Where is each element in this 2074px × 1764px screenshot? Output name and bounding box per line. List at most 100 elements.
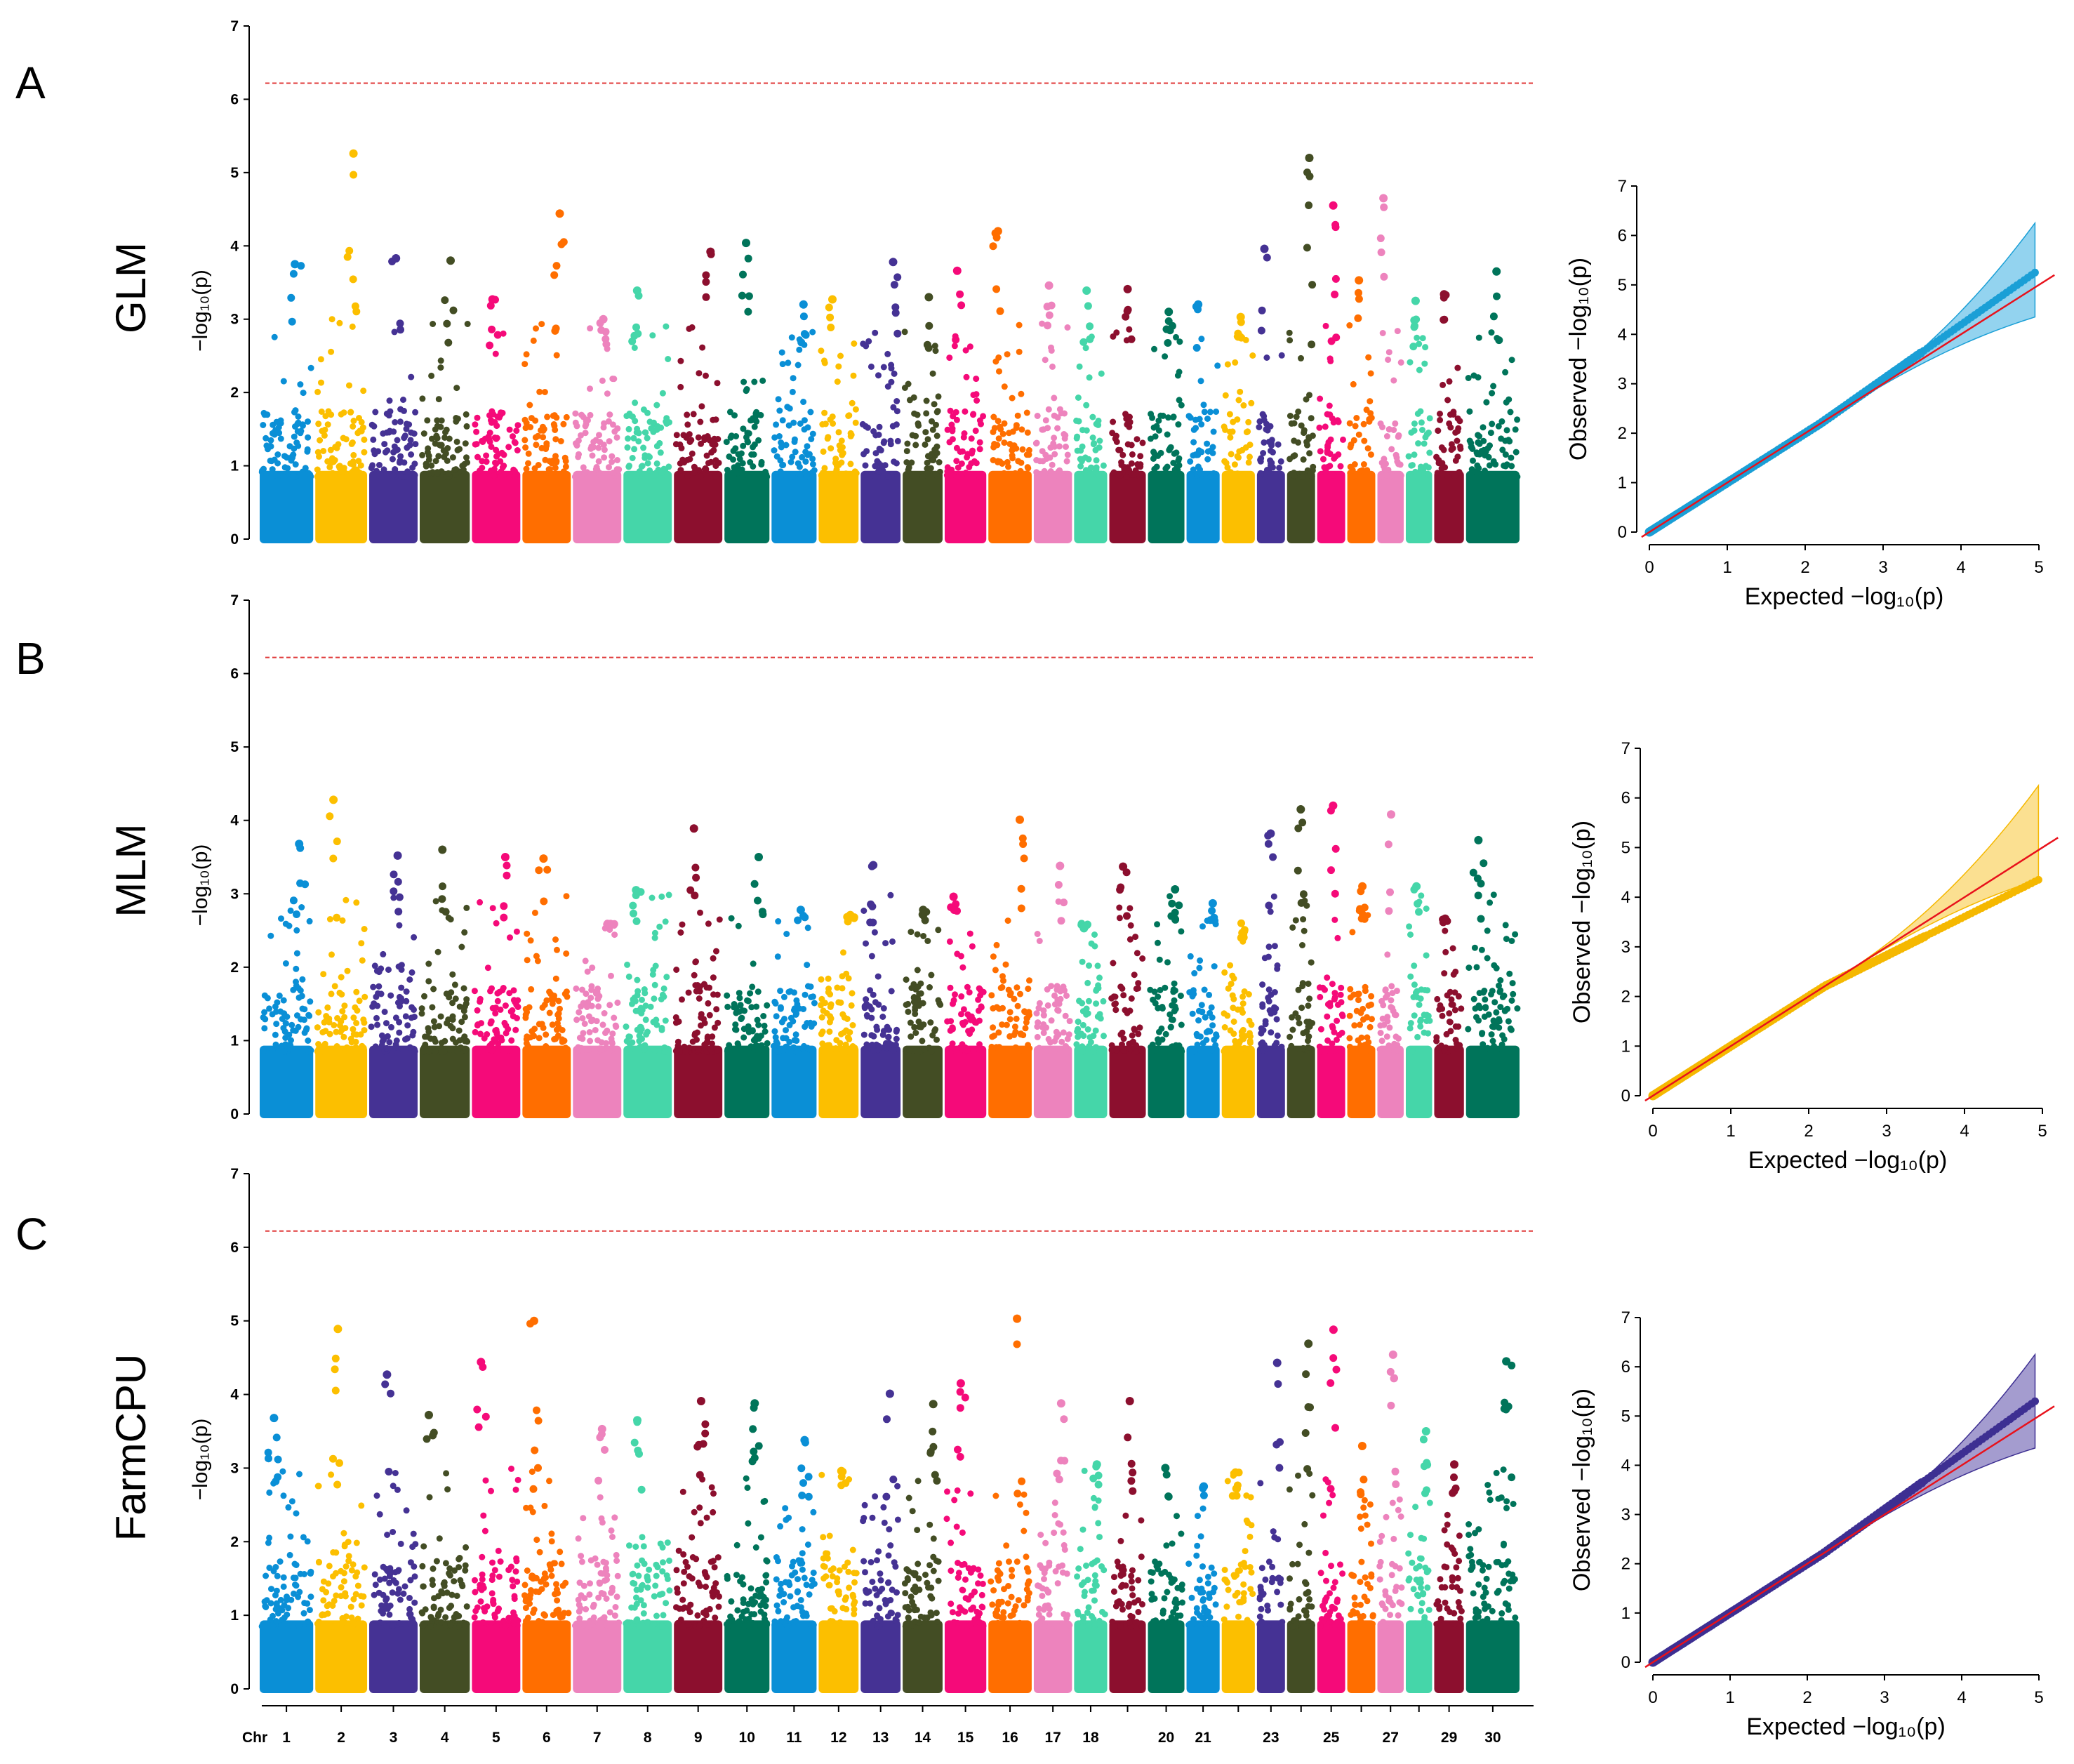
snp-point: [1411, 981, 1418, 988]
snp-point: [739, 460, 746, 467]
snp-point: [905, 1008, 912, 1015]
snp-dense-band: [674, 470, 723, 543]
snp-point: [536, 1035, 543, 1042]
snp-point: [790, 419, 797, 426]
snp-point: [1426, 449, 1433, 456]
snp-point: [350, 418, 357, 424]
snp-point: [710, 955, 717, 962]
snp-point: [1391, 1040, 1398, 1047]
snp-point: [903, 459, 910, 466]
snp-point: [390, 870, 398, 879]
snp-point: [1063, 993, 1070, 999]
snp-point: [576, 1579, 583, 1586]
snp-point: [751, 1611, 758, 1618]
snp-point: [322, 413, 329, 420]
snp-point: [889, 938, 896, 945]
snp-point: [1448, 996, 1455, 1003]
snp-point: [340, 1530, 347, 1537]
snp-point: [1198, 421, 1205, 427]
snp-dense-band: [903, 470, 943, 543]
snp-point: [752, 1544, 759, 1551]
snp-point: [1421, 1012, 1428, 1019]
snp-point: [629, 901, 637, 910]
snp-point: [430, 321, 437, 327]
snp-point: [514, 1578, 521, 1585]
snp-point: [633, 1617, 640, 1624]
snp-point: [432, 898, 439, 905]
qq-confidence-band: [1835, 221, 2036, 414]
snp-point: [1221, 969, 1228, 976]
snp-point: [383, 1623, 390, 1630]
snp-point: [559, 1582, 566, 1589]
snp-point: [1364, 1014, 1371, 1021]
snp-point: [1239, 473, 1246, 480]
snp-point: [498, 1037, 505, 1044]
snp-point: [546, 1561, 553, 1568]
snp-point: [1135, 980, 1142, 987]
snp-point: [320, 971, 327, 978]
snp-point: [933, 1036, 940, 1043]
snp-point: [1036, 938, 1043, 944]
snp-point: [1386, 426, 1393, 433]
snp-point: [885, 1033, 892, 1040]
snp-point: [1246, 1017, 1253, 1024]
snp-point: [946, 938, 953, 945]
snp-point: [602, 1565, 609, 1572]
snp-point: [353, 466, 360, 473]
snp-point: [1214, 362, 1221, 369]
snp-point: [486, 1042, 493, 1049]
snp-point: [369, 1003, 376, 1010]
snp-point: [1277, 458, 1284, 465]
snp-point: [1385, 1047, 1392, 1054]
snp-point: [345, 246, 354, 255]
chromosome-11-points: [770, 906, 818, 1118]
snp-point: [398, 473, 404, 480]
snp-point: [1508, 1026, 1515, 1033]
snp-point: [1270, 464, 1276, 471]
snp-point: [529, 473, 536, 480]
snp-point: [584, 968, 591, 975]
snp-point: [632, 323, 640, 331]
snp-point: [1034, 1033, 1041, 1040]
snp-point: [1455, 1023, 1462, 1030]
snp-point: [691, 1030, 698, 1037]
chromosome-26-points: [1346, 882, 1376, 1118]
snp-point: [420, 1543, 427, 1550]
snp-point: [1384, 840, 1392, 849]
snp-point: [1123, 307, 1131, 315]
snp-point: [804, 424, 811, 431]
chromosome-23-points: [1256, 244, 1285, 543]
qq-y-tick-label: 1: [1621, 1037, 1630, 1056]
snp-point: [1322, 468, 1329, 475]
snp-peak-point: [632, 886, 641, 895]
snp-point: [411, 1573, 418, 1580]
snp-point: [543, 866, 552, 874]
snp-point: [1423, 906, 1430, 912]
qq-x-tick-label: 5: [2034, 558, 2043, 577]
snp-point: [349, 323, 356, 330]
snp-point: [835, 363, 842, 370]
snp-point: [579, 986, 585, 993]
snp-point: [924, 344, 933, 352]
snp-point: [456, 1564, 463, 1571]
snp-point: [915, 420, 922, 427]
snp-point: [1064, 451, 1071, 458]
snp-point: [1490, 458, 1497, 465]
snp-point: [528, 1574, 535, 1581]
snp-point: [1194, 1041, 1201, 1048]
snp-point: [849, 990, 856, 997]
snp-point: [463, 996, 470, 1003]
snp-point: [458, 1581, 465, 1588]
snp-point: [1330, 419, 1337, 426]
snp-point: [1337, 991, 1344, 998]
snp-point: [630, 1438, 639, 1447]
snp-point: [305, 470, 312, 477]
chromosome-26-points: [1346, 276, 1376, 543]
snp-point: [267, 1616, 274, 1623]
snp-point: [658, 893, 665, 900]
snp-point: [936, 459, 943, 465]
snp-dense-band: [1434, 1045, 1464, 1118]
snp-point: [687, 1601, 694, 1608]
snp-point: [823, 472, 830, 479]
snp-dense-band: [1317, 470, 1345, 543]
